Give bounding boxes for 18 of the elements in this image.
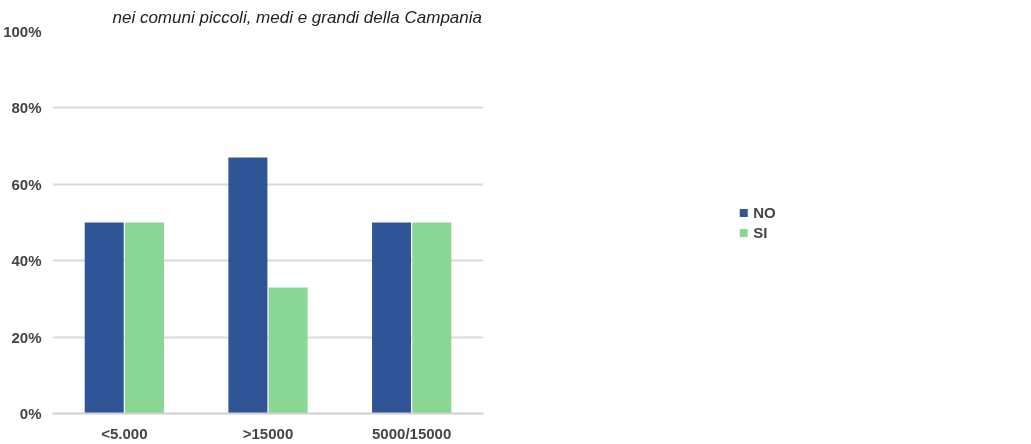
- y-tick-label: 60%: [11, 175, 42, 193]
- x-tick-label: <5.000: [101, 424, 148, 442]
- x-tick-label: 5000/15000: [372, 424, 452, 442]
- legend-label: NO: [753, 203, 776, 221]
- bar: [228, 157, 268, 414]
- x-tick-label: >15000: [242, 424, 294, 442]
- y-tick-label: 100%: [3, 23, 42, 40]
- bar: [372, 222, 412, 414]
- bar: [124, 222, 164, 414]
- bar: [84, 222, 124, 414]
- legend-label: SI: [753, 223, 769, 241]
- y-tick-label: 20%: [11, 328, 42, 346]
- y-tick-label: 40%: [11, 252, 42, 270]
- bar: [412, 222, 452, 414]
- bar: [268, 287, 308, 414]
- chart-title: nei comuni piccoli, medi e grandi della Campania: [112, 7, 482, 27]
- y-tick-label: 80%: [11, 99, 42, 117]
- y-tick-label: 0%: [19, 405, 42, 422]
